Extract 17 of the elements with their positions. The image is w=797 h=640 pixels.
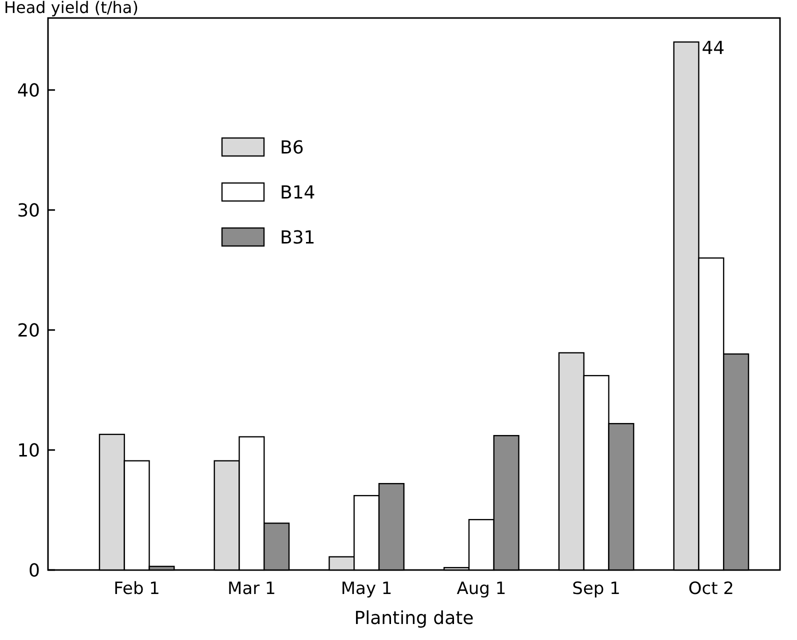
legend-label: B14 (280, 182, 316, 204)
x-tick-label: Oct 2 (688, 579, 734, 599)
x-tick-label: Feb 1 (114, 579, 160, 599)
y-axis-title: Head yield (t/ha) (4, 0, 138, 17)
x-axis-title: Planting date (354, 608, 474, 629)
x-tick-label: Sep 1 (572, 579, 620, 599)
data-label: 44 (702, 38, 725, 59)
legend-label: B31 (280, 227, 316, 248)
x-tick-label: May 1 (340, 579, 392, 599)
x-tick-label: Aug 1 (456, 579, 506, 599)
y-tick-label: 30 (17, 200, 40, 222)
y-tick-label: 40 (17, 80, 40, 102)
y-tick-label: 0 (28, 560, 40, 582)
legend-label: B6 (280, 137, 304, 158)
y-tick-label: 20 (17, 320, 40, 342)
x-tick-label: Mar 1 (228, 579, 276, 599)
y-tick-label: 10 (17, 440, 40, 462)
